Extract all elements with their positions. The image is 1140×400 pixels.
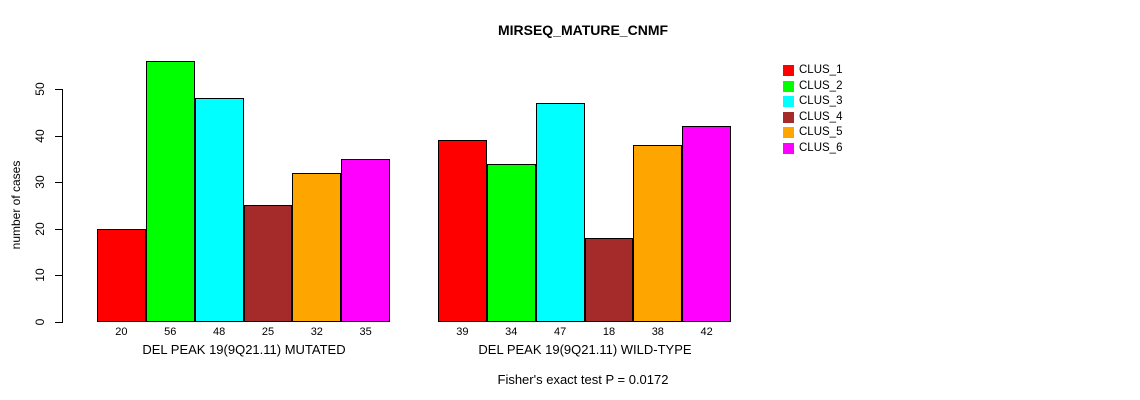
- bar-value-label: 56: [164, 326, 177, 338]
- y-tick-mark: [55, 182, 62, 184]
- legend-item-clus_4: CLUS_4: [783, 110, 842, 126]
- y-tick-label: 40: [33, 128, 47, 143]
- bar-clus_3: [535, 103, 585, 322]
- y-axis-title: number of cases: [9, 160, 23, 250]
- fisher-test-annotation: Fisher's exact test P = 0.0172: [497, 372, 669, 387]
- bar-clus_5: [633, 145, 683, 322]
- legend-swatch-icon: [783, 111, 794, 123]
- bar-clus_2: [486, 164, 536, 322]
- y-tick-label: 30: [33, 175, 47, 189]
- y-tick-label: 10: [33, 268, 47, 283]
- bar-clus_6: [682, 126, 732, 322]
- bar-clus_3: [194, 98, 244, 322]
- bar-value-label: 35: [359, 326, 372, 338]
- y-tick-label: 20: [33, 222, 47, 236]
- bar-clus_1: [438, 140, 487, 322]
- bar-clus_4: [243, 205, 293, 322]
- legend-swatch-icon: [783, 127, 794, 139]
- bar-value-label: 34: [505, 326, 518, 338]
- y-tick-mark: [55, 228, 62, 230]
- y-tick-mark: [55, 135, 62, 137]
- bar-value-label: 18: [602, 326, 616, 338]
- bar-value-label: 32: [310, 326, 323, 338]
- legend-label: CLUS_2: [799, 79, 843, 92]
- y-tick-label: 0: [33, 318, 47, 326]
- bar-value-label: 20: [115, 326, 128, 338]
- bar-clus_6: [341, 159, 391, 322]
- bar-clus_5: [292, 173, 342, 322]
- y-tick-mark: [55, 322, 62, 323]
- bar-value-label: 39: [456, 326, 469, 338]
- bar-value-label: 25: [261, 326, 275, 338]
- bar-clus_4: [584, 238, 634, 322]
- legend-item-clus_1: CLUS_1: [783, 63, 842, 79]
- bar-value-label: 38: [651, 326, 664, 338]
- legend-swatch-icon: [783, 80, 794, 92]
- chart-title: MIRSEQ_MATURE_CNMF: [497, 22, 669, 38]
- legend-swatch-icon: [783, 65, 794, 77]
- legend-item-clus_2: CLUS_2: [783, 79, 842, 95]
- legend-swatch-icon: [783, 96, 794, 108]
- bar-value-label: 47: [553, 326, 567, 338]
- legend-item-clus_3: CLUS_3: [783, 94, 842, 110]
- legend-label: CLUS_6: [799, 141, 843, 154]
- legend-label: CLUS_1: [799, 64, 843, 77]
- group-label-wild-type: DEL PEAK 19(9Q21.11) WILD-TYPE: [478, 342, 692, 357]
- legend-item-clus_6: CLUS_6: [783, 141, 842, 157]
- legend-swatch-icon: [783, 142, 794, 154]
- legend-label: CLUS_3: [799, 95, 843, 108]
- y-tick-mark: [55, 89, 62, 90]
- legend-item-clus_5: CLUS_5: [783, 125, 842, 141]
- bar-value-label: 42: [700, 326, 713, 338]
- legend-label: CLUS_5: [799, 126, 843, 139]
- y-tick-mark: [55, 275, 62, 277]
- legend-label: CLUS_4: [799, 110, 843, 123]
- y-tick-label: 50: [33, 82, 47, 96]
- legend: CLUS_1 CLUS_2 CLUS_3 CLUS_4 CLUS_5 CLUS_6: [783, 63, 842, 156]
- bar-clus_2: [145, 61, 195, 322]
- group-label-mutated: DEL PEAK 19(9Q21.11) MUTATED: [142, 342, 346, 357]
- bar-value-label: 48: [212, 326, 226, 338]
- y-axis-line: [62, 89, 63, 323]
- bar-clus_1: [97, 229, 146, 322]
